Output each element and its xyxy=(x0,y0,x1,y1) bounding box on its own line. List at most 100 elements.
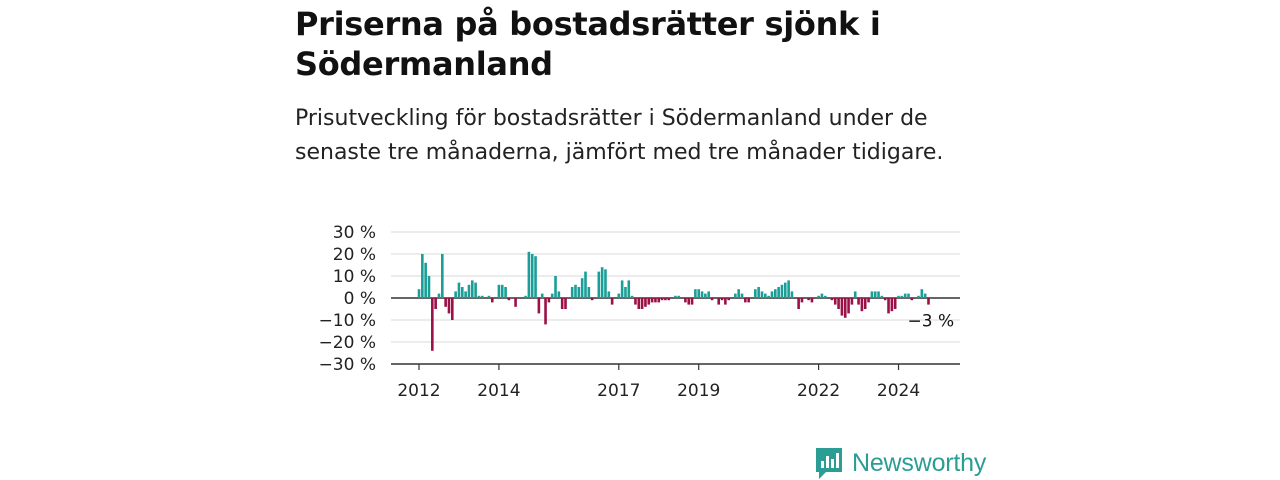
bar xyxy=(780,284,784,298)
bar xyxy=(540,293,544,298)
bar xyxy=(577,287,581,298)
bar xyxy=(760,291,764,298)
bar xyxy=(667,298,671,301)
brand-name: Newsworthy xyxy=(852,448,987,477)
bar xyxy=(610,298,614,305)
bar xyxy=(820,293,824,298)
bar xyxy=(451,298,454,320)
bar xyxy=(437,293,441,298)
bar xyxy=(637,298,641,309)
brand-logo: Newsworthy xyxy=(814,446,986,480)
bar xyxy=(850,298,854,305)
y-tick-label: 10 % xyxy=(333,267,376,287)
bar xyxy=(903,293,907,298)
bar xyxy=(907,293,910,298)
bar xyxy=(867,298,870,303)
bar xyxy=(587,287,591,298)
bar xyxy=(710,298,714,301)
bar xyxy=(724,298,727,305)
bar xyxy=(870,291,874,298)
bar xyxy=(487,295,491,298)
bar xyxy=(454,291,457,298)
bar xyxy=(560,298,564,309)
chart-subtitle: Prisutveckling för bostadsrätter i Söder… xyxy=(295,106,944,165)
bar xyxy=(747,298,750,303)
bar xyxy=(784,282,787,298)
bar xyxy=(853,291,857,298)
bar xyxy=(840,298,844,316)
bar xyxy=(527,251,531,298)
bar xyxy=(477,295,481,298)
bar xyxy=(887,298,890,314)
bar xyxy=(574,284,577,298)
bar xyxy=(927,298,930,305)
bar xyxy=(417,289,421,298)
bar xyxy=(777,287,780,298)
bar xyxy=(687,298,691,305)
bar xyxy=(490,298,494,303)
bar xyxy=(630,295,634,298)
bar xyxy=(833,298,837,305)
bar xyxy=(744,298,747,303)
bar xyxy=(830,298,834,301)
bar xyxy=(444,298,447,307)
y-tick-label: 30 % xyxy=(333,223,376,243)
bar xyxy=(507,298,511,301)
bar xyxy=(434,298,437,309)
bar xyxy=(893,298,897,309)
y-tick-label: −30 % xyxy=(319,355,376,375)
bar xyxy=(470,280,474,298)
bar xyxy=(807,298,810,301)
bar xyxy=(890,298,894,312)
bar xyxy=(654,298,657,303)
bar xyxy=(897,295,900,298)
bar xyxy=(460,287,464,298)
bar xyxy=(737,289,740,298)
bar xyxy=(604,269,607,298)
bar xyxy=(863,298,867,309)
bar xyxy=(774,289,777,298)
bar xyxy=(910,298,914,301)
bar xyxy=(467,284,471,298)
bar xyxy=(900,295,904,298)
y-tick-label: 20 % xyxy=(333,245,376,265)
bar xyxy=(447,298,451,314)
bar xyxy=(431,298,434,351)
bar xyxy=(480,295,484,298)
bar xyxy=(873,291,877,298)
x-tick-label: 2014 xyxy=(477,381,520,401)
bar xyxy=(823,295,827,298)
bar xyxy=(421,254,424,298)
bar xyxy=(657,298,661,303)
bar xyxy=(557,291,561,298)
bar xyxy=(441,254,444,298)
bar xyxy=(590,298,594,301)
bar xyxy=(514,298,517,307)
bar xyxy=(707,291,711,298)
bar xyxy=(770,291,774,298)
bar xyxy=(497,284,501,298)
bar xyxy=(620,280,624,298)
bar xyxy=(584,271,587,298)
bar xyxy=(647,298,651,305)
bar xyxy=(617,293,621,298)
bar xyxy=(580,278,584,298)
bar xyxy=(790,291,794,298)
bar xyxy=(530,254,534,298)
bar xyxy=(843,298,847,318)
bar xyxy=(684,298,687,303)
bar xyxy=(597,271,601,298)
bar xyxy=(787,280,790,298)
bar xyxy=(757,287,760,298)
last-value-label: −3 % xyxy=(907,312,954,332)
bar-chart: 30 %20 %10 %0 %−10 %−20 %−30 % 2012 2014 2… xyxy=(319,223,960,401)
bar xyxy=(500,284,504,298)
x-tick-label: 2017 xyxy=(597,381,640,401)
x-tick-label: 2022 xyxy=(797,381,840,401)
bar xyxy=(544,298,547,325)
bars xyxy=(417,251,930,351)
bar xyxy=(797,298,800,309)
bar xyxy=(740,293,744,298)
bar xyxy=(717,298,720,305)
bar xyxy=(564,298,567,309)
